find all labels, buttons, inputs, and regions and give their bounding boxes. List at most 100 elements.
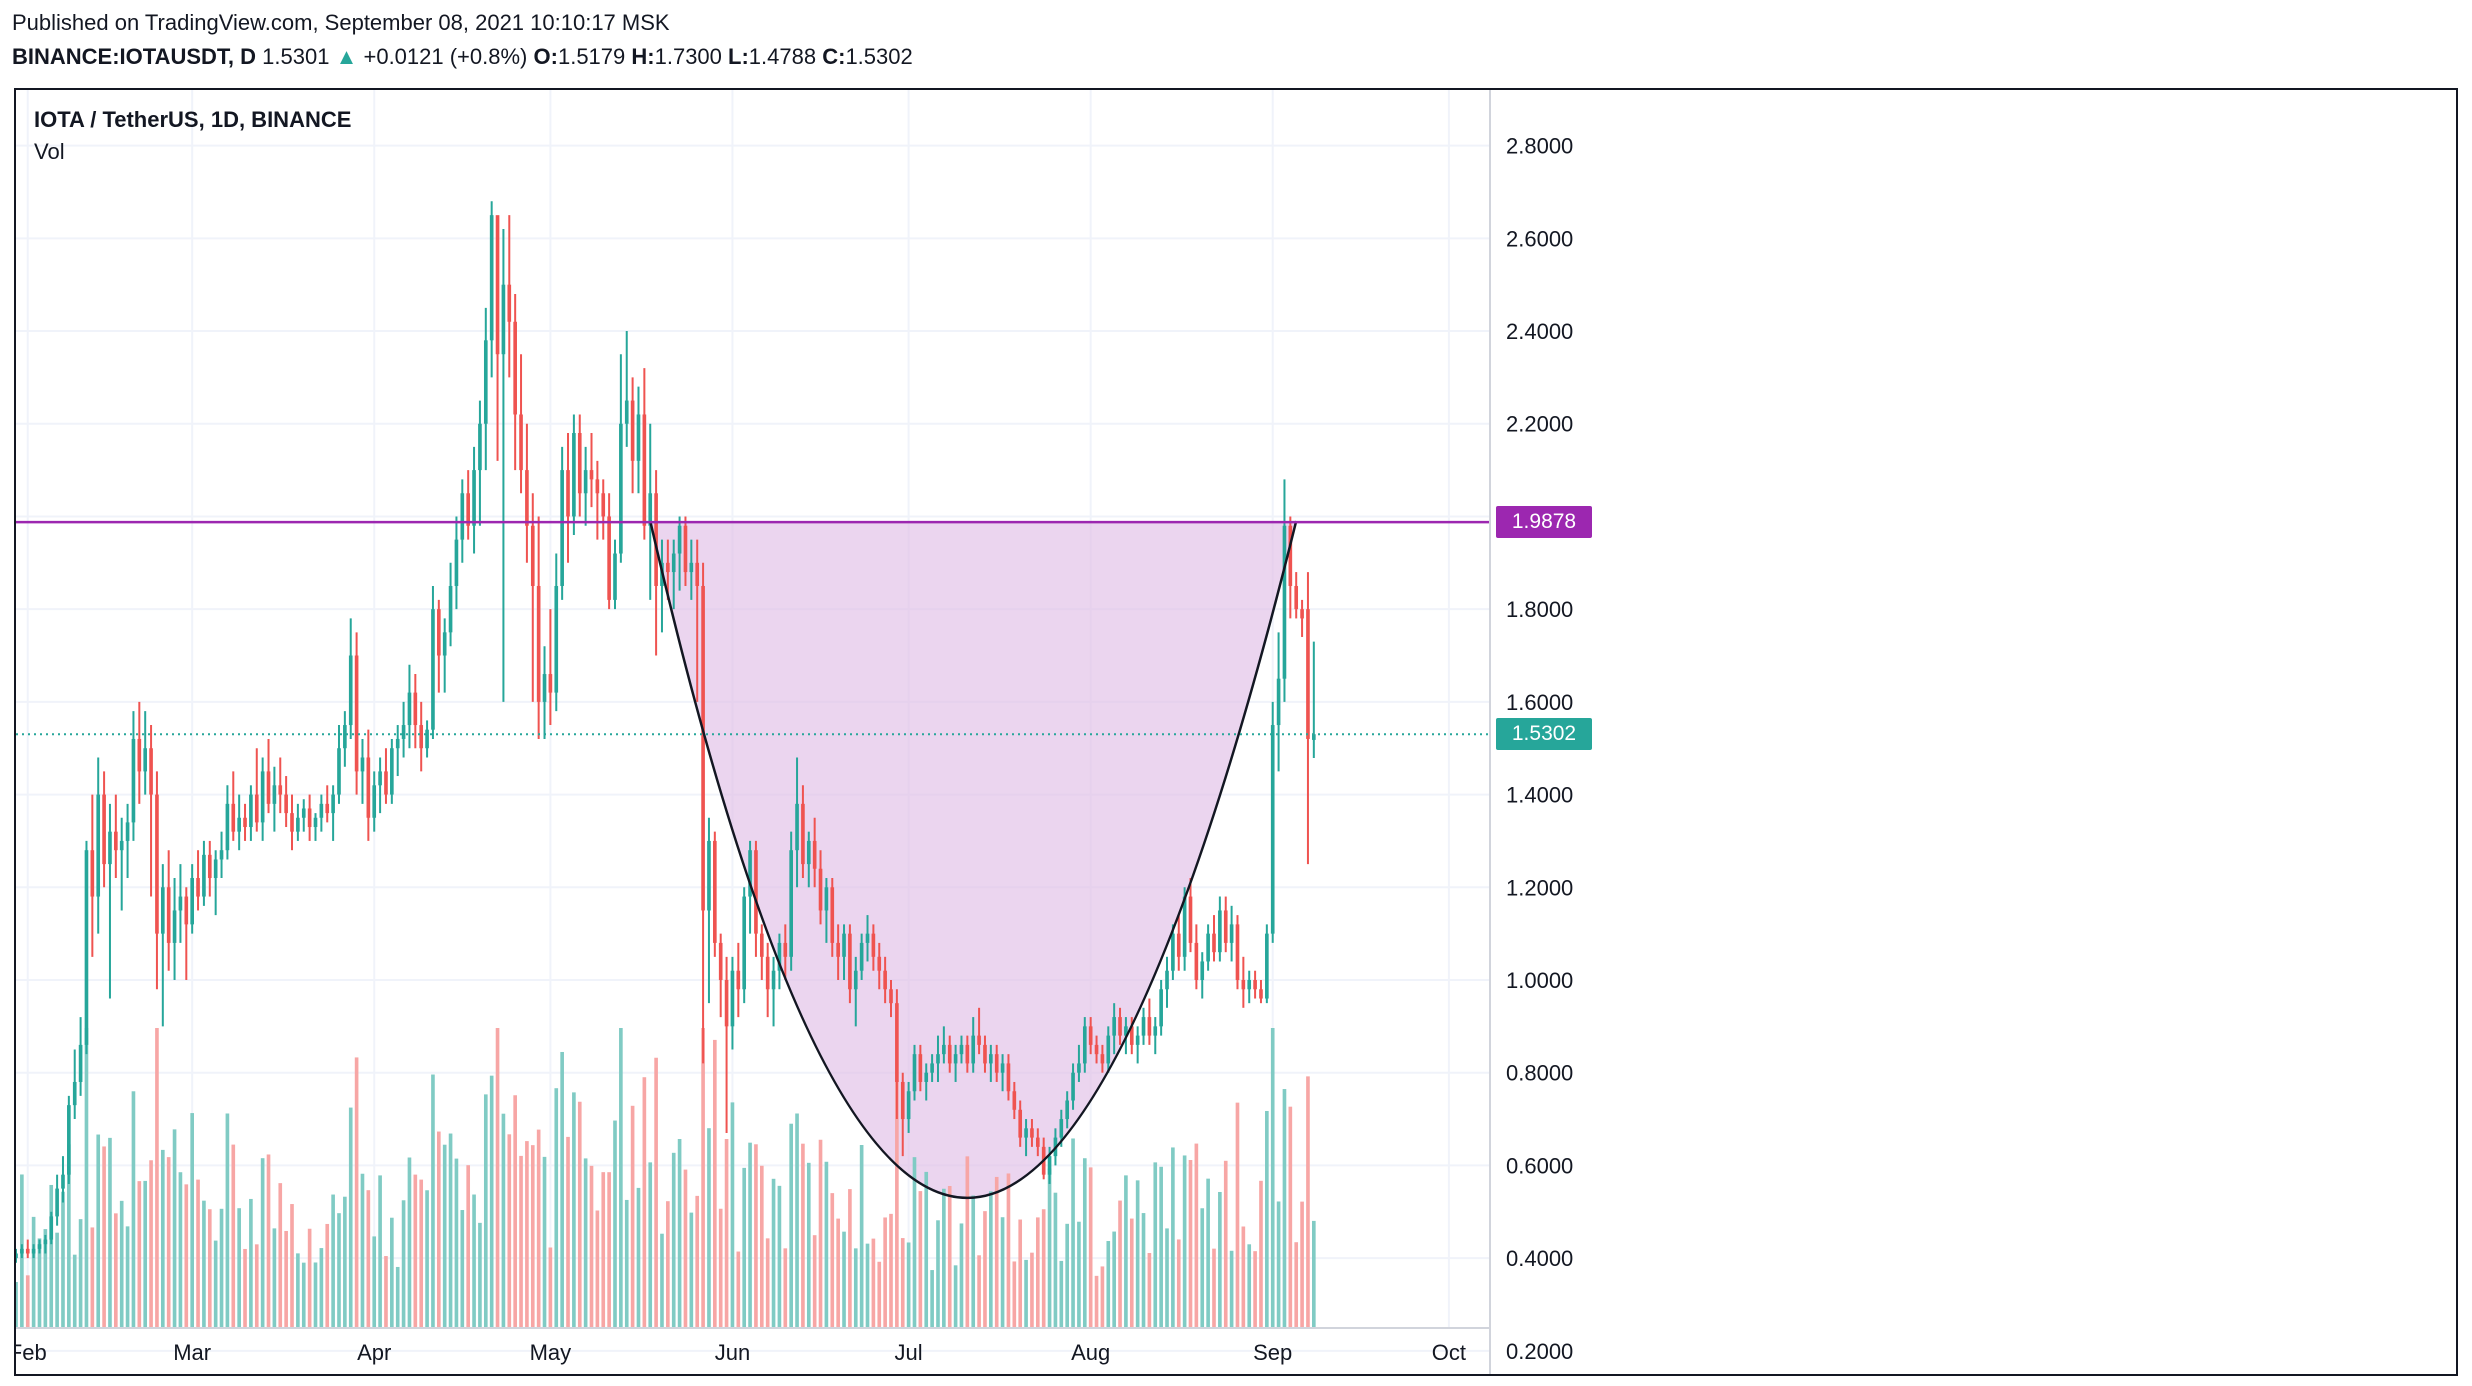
candle-body	[1135, 1035, 1140, 1045]
candle-body	[959, 1044, 964, 1055]
candle-body	[836, 942, 840, 957]
candle-body	[225, 803, 230, 851]
candle-body	[472, 470, 476, 526]
volume-bar	[994, 1176, 999, 1328]
candle-body	[49, 1216, 54, 1240]
chart-panel[interactable]: 0.2000 0.4000 0.6000 0.8000 1.0000 1.2000 1.40…	[14, 88, 2458, 1376]
volume-bar	[249, 1198, 253, 1328]
volume-bar	[759, 1165, 764, 1328]
volume-bar	[859, 1145, 864, 1328]
candle-body	[137, 738, 142, 772]
volume-bar	[853, 1248, 858, 1328]
candle-body	[266, 771, 271, 804]
volume-bar	[1194, 1143, 1199, 1328]
volume-bar	[1288, 1106, 1293, 1328]
candle-body	[1112, 1017, 1116, 1036]
y-tick-label: 1.2000	[1506, 875, 1573, 900]
candle-body	[1312, 734, 1316, 740]
candle-body	[1030, 1128, 1034, 1138]
candle-body	[466, 493, 471, 526]
candle-body	[431, 609, 435, 730]
volume-bar	[266, 1154, 271, 1328]
volume-bar	[119, 1200, 124, 1328]
volume-bar	[125, 1226, 130, 1328]
y-tick-label: 0.2000	[1506, 1339, 1573, 1364]
cup-curve	[649, 520, 1298, 1200]
candle-body	[1229, 924, 1234, 943]
candle-body	[284, 794, 288, 814]
volume-bar	[143, 1180, 148, 1328]
candle-body	[724, 979, 729, 1027]
volume-bar	[795, 1113, 799, 1328]
candle-body	[1212, 933, 1216, 953]
volume-bar	[607, 1172, 611, 1328]
legend-title: IOTA / TetherUS, 1D, BINANCE	[34, 107, 352, 132]
volume-bar	[924, 1171, 929, 1328]
candle-body	[689, 562, 694, 573]
volume-bar	[660, 1233, 664, 1328]
volume-bar	[1000, 1217, 1005, 1328]
candle-body	[589, 470, 594, 480]
volume-bar	[1206, 1178, 1210, 1328]
volume-bar	[290, 1204, 294, 1328]
candle-body	[1200, 961, 1205, 980]
candle-body	[1129, 1026, 1134, 1045]
volume-bar	[437, 1131, 441, 1328]
volume-bar	[407, 1157, 412, 1328]
volume-bar	[155, 1028, 159, 1328]
candle-body	[301, 808, 306, 818]
candle-body	[759, 933, 764, 957]
price-chart[interactable]: 0.2000 0.4000 0.6000 0.8000 1.0000 1.2000 1.40…	[16, 90, 2456, 1374]
volume-bar	[202, 1200, 206, 1328]
candle-body	[125, 822, 130, 841]
candle-body	[818, 868, 823, 911]
volume-bar	[983, 1211, 987, 1328]
candle-body	[278, 785, 283, 795]
volume-bar	[836, 1218, 840, 1328]
candle-body	[1171, 933, 1175, 971]
volume-bar	[1270, 1028, 1275, 1328]
candle-body	[795, 803, 799, 851]
candle-body	[789, 850, 793, 957]
volume-bar	[818, 1139, 823, 1328]
volume-bar	[806, 1162, 811, 1328]
volume-bar	[225, 1113, 230, 1328]
volume-bar	[1018, 1219, 1023, 1328]
candle-body	[654, 493, 658, 586]
volume-bar	[718, 1208, 723, 1328]
candle-body	[1082, 1026, 1087, 1064]
volume-bar	[448, 1133, 453, 1328]
volume-bar	[842, 1231, 846, 1328]
volume-bar	[395, 1266, 400, 1328]
x-tick-label: Aug	[1071, 1340, 1110, 1365]
volume-bar	[1159, 1166, 1163, 1328]
volume-bar	[1182, 1155, 1187, 1328]
volume-bar	[1147, 1253, 1152, 1328]
volume-bar	[548, 1247, 553, 1328]
candle-body	[119, 840, 124, 851]
volume-bar	[525, 1141, 529, 1328]
volume-bar	[513, 1095, 517, 1328]
volume-bar	[90, 1227, 95, 1328]
candle-body	[1176, 933, 1181, 957]
volume-bar	[648, 1162, 653, 1328]
low-label: L:	[728, 44, 749, 69]
candle-body	[401, 725, 406, 739]
candle-body	[1223, 910, 1228, 943]
volume-bar	[624, 1199, 629, 1328]
candle-body	[1265, 933, 1269, 999]
volume-bar	[1006, 1173, 1011, 1328]
candle-body	[1059, 1119, 1064, 1138]
volume-bar	[172, 1129, 177, 1328]
candle-body	[548, 674, 553, 693]
candle-body	[918, 1054, 923, 1082]
volume-bar	[184, 1184, 189, 1328]
volume-bar	[296, 1253, 300, 1328]
candle-body	[84, 850, 89, 1045]
candle-body	[1106, 1035, 1111, 1064]
volume-bar	[865, 1243, 870, 1328]
candle-body	[231, 803, 236, 832]
candle-body	[343, 725, 347, 749]
candle-body	[1124, 1026, 1128, 1036]
candle-body	[1012, 1091, 1017, 1110]
